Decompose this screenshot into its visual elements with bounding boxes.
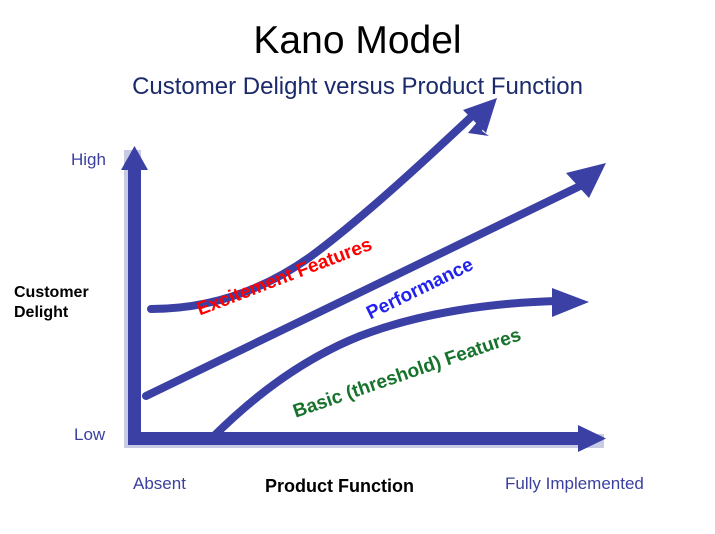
- curve-basic-features: [209, 288, 589, 441]
- x-axis-fully-implemented-label: Fully Implemented: [505, 474, 644, 493]
- y-axis-arrow: [121, 146, 148, 440]
- y-axis-low-label: Low: [74, 425, 106, 444]
- x-axis-absent-label: Absent: [133, 474, 186, 493]
- page-subtitle: Customer Delight versus Product Function: [132, 73, 583, 100]
- page-title: Kano Model: [253, 19, 462, 62]
- y-axis-title: Customer Delight: [14, 284, 89, 321]
- curve-excitement-features: [147, 98, 497, 313]
- x-axis-arrow: [128, 425, 606, 452]
- x-axis-title: Product Function: [265, 476, 414, 496]
- y-axis-high-label: High: [71, 150, 106, 169]
- curve-performance: [142, 163, 606, 400]
